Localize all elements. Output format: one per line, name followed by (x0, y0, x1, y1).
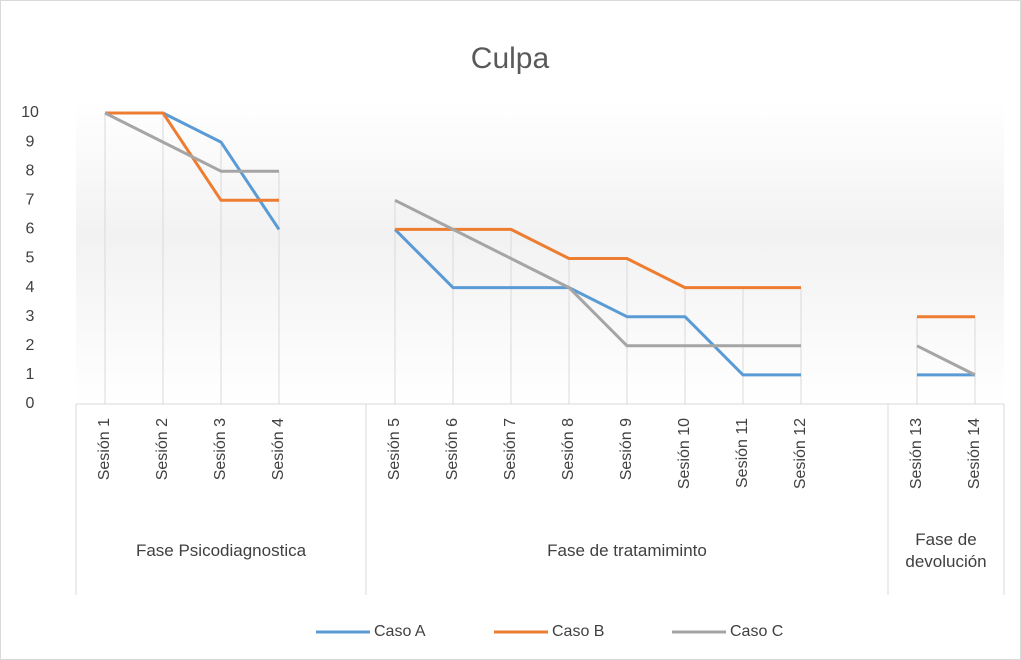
x-tick-label: Sesión 9 (618, 418, 635, 480)
group-label: Fase de tratamiminto (547, 541, 707, 560)
x-tick-label: Sesión 8 (560, 418, 577, 480)
group-label: Fase Psicodiagnostica (135, 541, 307, 560)
x-tick-label: Sesión 4 (270, 418, 287, 480)
x-tick-label: Sesión 7 (502, 418, 519, 480)
plot-area (76, 100, 1004, 404)
y-tick-label: 2 (26, 337, 35, 354)
x-tick-label: Sesión 1 (96, 418, 113, 480)
series-line (393, 228, 801, 377)
x-tick-label: Sesión 3 (212, 418, 229, 480)
series-line (916, 344, 976, 377)
y-tick-label: 6 (26, 221, 35, 238)
y-tick-label: 9 (26, 133, 35, 150)
legend-label: Caso B (552, 623, 604, 640)
y-tick-label: 8 (26, 162, 35, 179)
y-tick-label: 5 (26, 250, 35, 267)
series-line (104, 111, 279, 173)
series-line (394, 198, 801, 348)
chart-title: Culpa (471, 42, 550, 75)
legend-label: Caso A (374, 623, 426, 640)
y-tick-label: 1 (26, 366, 35, 383)
y-tick-label: 0 (26, 395, 35, 412)
x-tick-label: Sesión 11 (734, 418, 751, 488)
x-tick-label: Sesión 10 (676, 418, 693, 489)
legend-label: Caso C (730, 623, 783, 640)
y-tick-label: 3 (26, 308, 35, 325)
y-tick-label: 10 (21, 104, 39, 121)
x-tick-label: Sesión 12 (792, 418, 809, 489)
x-tick-label: Sesión 14 (966, 418, 983, 489)
x-tick-label: Sesión 2 (154, 418, 171, 480)
x-tick-label: Sesión 13 (908, 418, 925, 489)
x-tick-label: Sesión 5 (386, 418, 403, 480)
x-tick-label: Sesión 6 (444, 418, 461, 480)
y-tick-label: 4 (26, 279, 35, 296)
group-label: Fase de devolución (905, 530, 987, 571)
y-tick-label: 7 (26, 192, 35, 209)
series-line (395, 227, 801, 290)
